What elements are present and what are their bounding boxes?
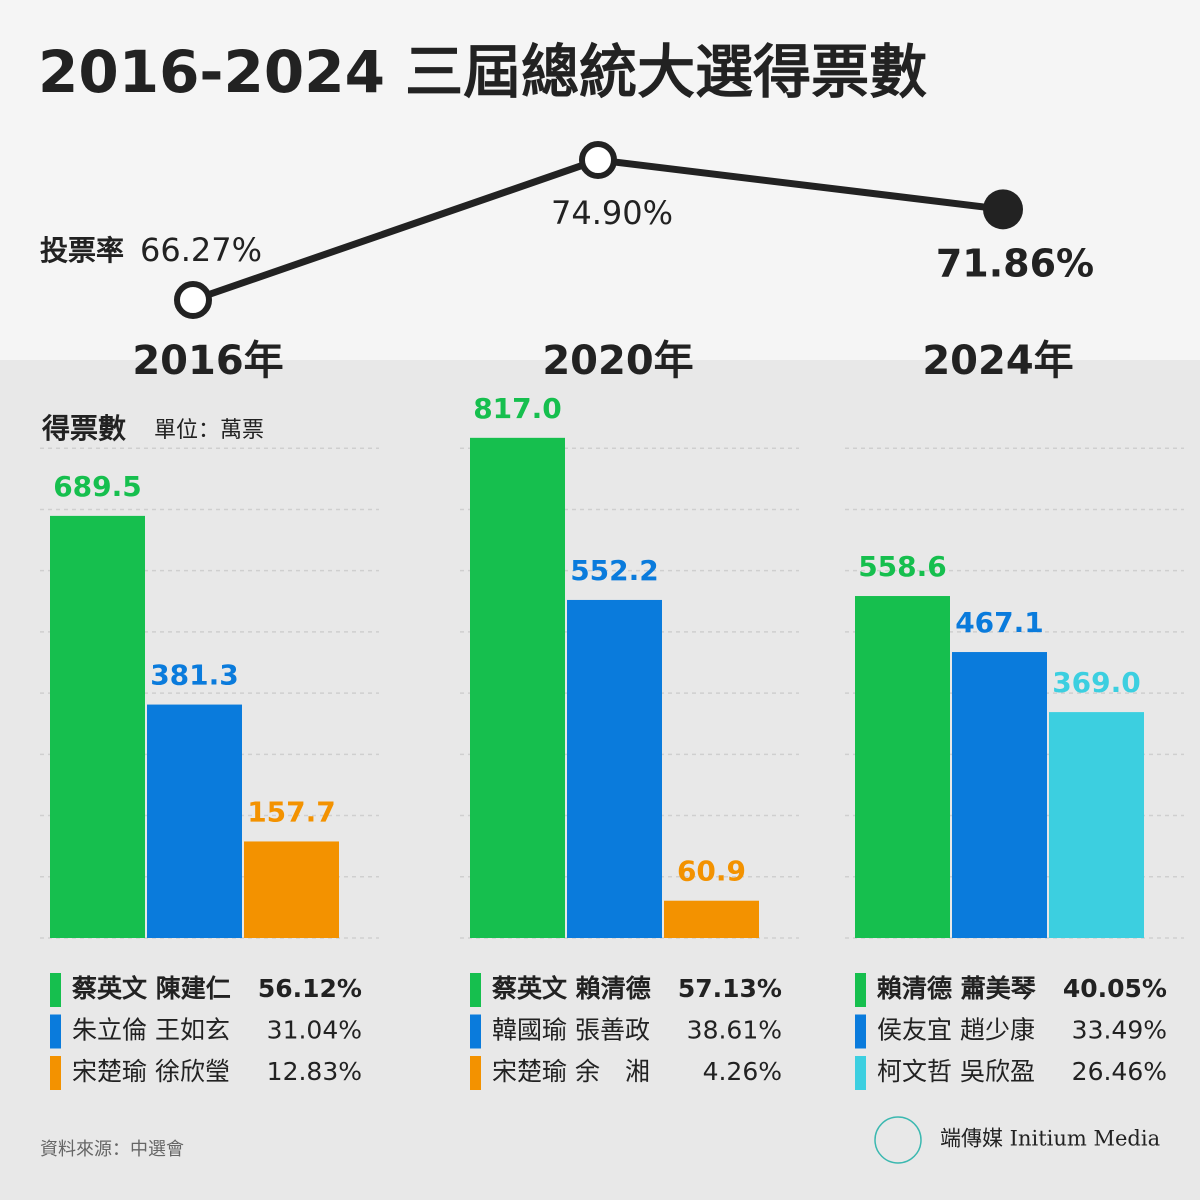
bar	[50, 515, 145, 938]
legend-swatch	[855, 973, 866, 1007]
year-label: 2024年	[922, 338, 1073, 384]
bar-value: 552.2	[570, 554, 659, 587]
legend-share: 57.13%	[678, 974, 782, 1003]
legend-name: 賴清德 蕭美琴	[877, 974, 1036, 1003]
bar-unit: 單位：萬票	[154, 418, 264, 443]
legend-name: 蔡英文 賴清德	[492, 974, 651, 1003]
turnout-marker	[579, 141, 617, 179]
brand: 端傳媒 Initium Media	[940, 1127, 1160, 1151]
legend-name: 柯文哲 吳欣盈	[877, 1057, 1035, 1086]
bar-value: 60.9	[677, 855, 746, 888]
legend-share: 26.46%	[1072, 1057, 1167, 1086]
title: 2016-2024 三屆總統大選得票數	[38, 38, 927, 106]
source: 資料來源：中選會	[40, 1139, 184, 1160]
turnout-value: 71.86%	[936, 242, 1094, 286]
legend-name: 朱立倫 王如玄	[72, 1016, 230, 1045]
legend-swatch	[50, 1056, 61, 1090]
bar	[664, 900, 759, 938]
legend-name: 宋楚瑜 余 湘	[492, 1057, 650, 1086]
bar-title: 得票數	[41, 412, 126, 445]
bar-value: 689.5	[53, 470, 142, 503]
legend-swatch	[855, 1056, 866, 1090]
bar	[244, 841, 339, 938]
bar-value: 369.0	[1052, 666, 1141, 699]
legend-swatch	[470, 1014, 481, 1049]
legend-name: 韓國瑜 張善政	[492, 1016, 650, 1045]
legend-share: 12.83%	[267, 1057, 362, 1086]
turnout-marker	[174, 281, 212, 319]
legend-swatch	[470, 973, 481, 1007]
bar-value: 558.6	[858, 550, 947, 583]
year-label: 2016年	[132, 338, 283, 384]
bar	[470, 437, 565, 938]
turnout-value: 74.90%	[551, 194, 673, 232]
legend-share: 38.61%	[687, 1016, 782, 1045]
bar	[147, 704, 242, 938]
legend-share: 33.49%	[1072, 1016, 1167, 1045]
legend-name: 蔡英文 陳建仁	[72, 974, 231, 1003]
bar-value: 157.7	[247, 795, 336, 828]
bar	[1049, 712, 1144, 938]
legend-swatch	[50, 1014, 61, 1049]
legend-swatch	[470, 1056, 481, 1090]
turnout-label: 投票率	[40, 234, 124, 267]
bar	[567, 599, 662, 938]
legend-swatch	[50, 973, 61, 1007]
legend-share: 31.04%	[267, 1016, 362, 1045]
bar-value: 467.1	[955, 606, 1044, 639]
legend-share: 40.05%	[1063, 974, 1167, 1003]
legend-share: 4.26%	[703, 1057, 782, 1086]
bar-value: 381.3	[150, 659, 239, 692]
year-label: 2020年	[542, 338, 693, 384]
legend-swatch	[855, 1014, 866, 1049]
turnout-value: 66.27%	[140, 231, 262, 269]
turnout-marker	[983, 189, 1023, 230]
bar	[952, 652, 1047, 938]
legend-name: 侯友宜 趙少康	[877, 1016, 1035, 1045]
legend-share: 56.12%	[258, 974, 362, 1003]
bar	[855, 596, 950, 938]
legend-name: 宋楚瑜 徐欣瑩	[72, 1057, 230, 1086]
logo	[874, 1116, 922, 1164]
bar-value: 817.0	[473, 392, 562, 425]
